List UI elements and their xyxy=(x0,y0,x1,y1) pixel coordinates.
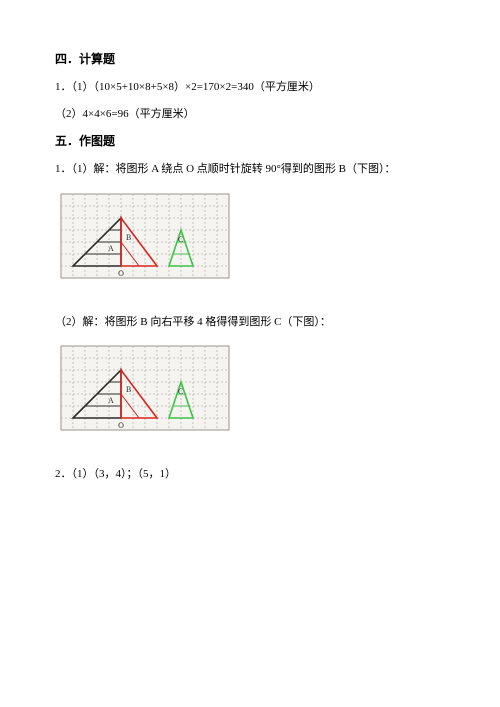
calc-line-2: （2）4×4×6=96（平方厘米） xyxy=(55,106,445,123)
drawing-q1-part1: 1．（1）解：将图形 A 绕点 O 点顺时针旋转 90°得到的图形 B（下图）： xyxy=(55,161,445,178)
figure-2: A B C O xyxy=(55,340,445,436)
figure-1: A B C O xyxy=(55,188,445,284)
drawing-q1-part2: （2）解：将图形 B 向右平移 4 格得得到图形 C（下图）： xyxy=(55,314,445,331)
section-5-heading: 五．作图题 xyxy=(55,132,445,149)
calc-line-1: 1．（1）（10×5+10×8+5×8）×2=170×2=340（平方厘米） xyxy=(55,79,445,96)
svg-text:C: C xyxy=(178,387,183,396)
section-4-heading: 四．计算题 xyxy=(55,50,445,67)
grid-figure-2: A B C O xyxy=(55,340,235,436)
grid-figure-1: A B C O xyxy=(55,188,235,284)
svg-text:O: O xyxy=(118,269,124,278)
svg-text:O: O xyxy=(118,421,124,430)
svg-text:B: B xyxy=(126,233,131,242)
drawing-q2: 2．（1）（3，4）；（5，1） xyxy=(55,466,445,483)
document-page: { "section4": { "heading": "四．计算题", "lin… xyxy=(0,0,500,707)
svg-text:A: A xyxy=(108,244,114,253)
svg-text:B: B xyxy=(126,385,131,394)
svg-text:C: C xyxy=(178,235,183,244)
svg-text:A: A xyxy=(108,396,114,405)
